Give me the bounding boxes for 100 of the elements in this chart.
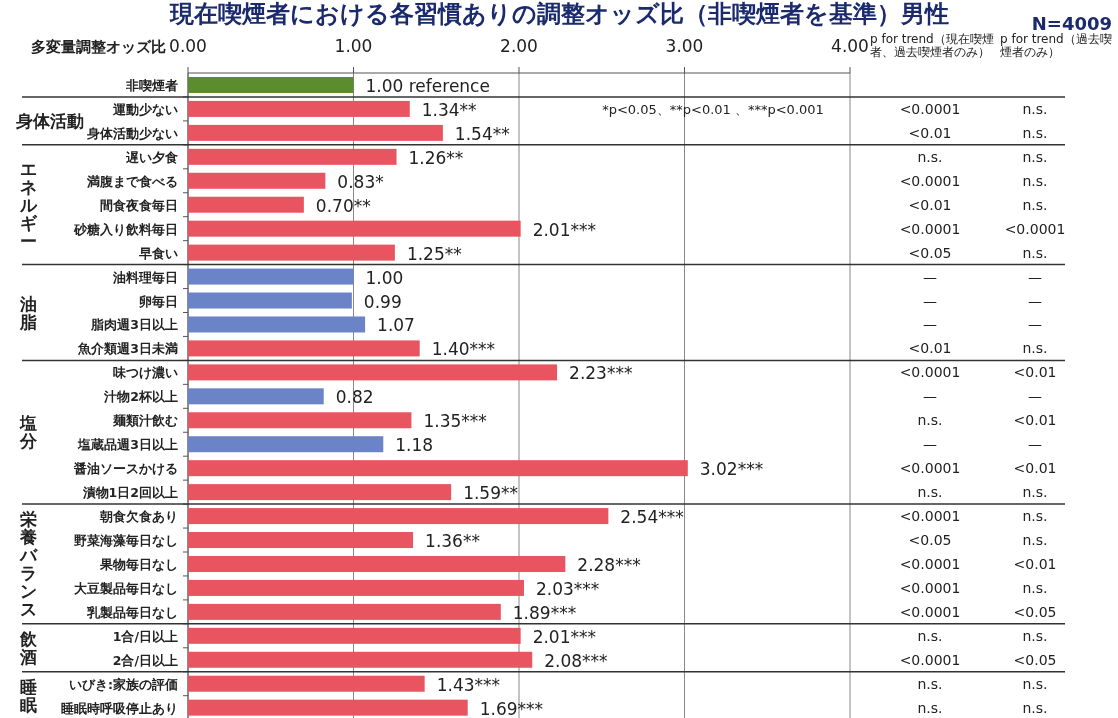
data-label: 1.40*** xyxy=(431,339,496,360)
data-label: 2.01*** xyxy=(532,626,597,647)
bar xyxy=(188,484,452,501)
text: <0.05 xyxy=(1013,651,1057,668)
bar xyxy=(188,603,501,620)
y-tick-label: 身体活動少ない xyxy=(86,125,178,141)
bar xyxy=(188,412,412,429)
bar xyxy=(188,508,609,525)
text: <0.01 xyxy=(908,124,952,141)
data-label: 0.83* xyxy=(337,171,384,192)
data-label: 0.99 xyxy=(363,291,402,312)
text: — xyxy=(923,436,937,453)
bar xyxy=(188,579,524,596)
text: n.s. xyxy=(1022,340,1048,357)
bar xyxy=(188,555,566,572)
text: n.s. xyxy=(1022,148,1048,165)
data-label: 2.23*** xyxy=(569,363,633,384)
data-label: 2.03*** xyxy=(535,578,600,599)
y-tick-label: 漬物1日2回以上 xyxy=(81,485,178,501)
y-tick-label: 朝食欠食あり xyxy=(99,509,178,525)
y-tick-label: 麺類汁飲む xyxy=(112,413,178,429)
text: <0.01 xyxy=(1013,412,1057,429)
text: <0.0001 xyxy=(899,555,961,572)
data-label: 1.36** xyxy=(425,531,480,552)
group-label: 睡眠 xyxy=(19,676,37,715)
y-tick-label: 味つけ濃い xyxy=(113,365,178,381)
y-tick-label: 卵毎日 xyxy=(138,293,178,309)
y-tick-label: 早食い xyxy=(138,245,178,261)
y-tick-label: 大豆製品毎日なし xyxy=(74,580,178,596)
y-tick-label: 砂糖入り飲料毎日 xyxy=(73,221,178,237)
y-tick-label: 脂肉週3日以上 xyxy=(90,317,178,333)
data-label: 1.25** xyxy=(406,243,462,264)
text: — xyxy=(923,292,937,309)
x-tick-label: 3.00 xyxy=(665,36,704,56)
bar xyxy=(188,651,533,668)
text: <0.01 xyxy=(1013,555,1057,572)
bar xyxy=(188,364,558,381)
text: n.s. xyxy=(1022,484,1048,501)
y-tick-label: 汁物2杯以上 xyxy=(103,389,178,405)
text: n.s. xyxy=(917,627,943,644)
text: n.s. xyxy=(1022,675,1048,692)
text: — xyxy=(1028,436,1042,453)
text: <0.0001 xyxy=(899,172,961,189)
data-label: 2.01*** xyxy=(532,219,597,240)
group-label: エネルギー xyxy=(19,158,37,251)
text: n.s. xyxy=(1022,100,1048,117)
bar xyxy=(188,100,410,117)
text: <0.05 xyxy=(908,532,952,549)
y-tick-label: 運動少ない xyxy=(112,101,178,117)
bar xyxy=(188,268,354,285)
data-label: 3.02*** xyxy=(699,459,764,480)
text: n.s. xyxy=(1022,579,1048,596)
text: <0.01 xyxy=(1013,364,1057,381)
text: — xyxy=(1028,316,1042,333)
text: <0.0001 xyxy=(899,603,961,620)
data-label: 2.28*** xyxy=(577,554,641,575)
data-label: 1.54** xyxy=(454,123,510,144)
y-tick-label: いびき:家族の評価 xyxy=(69,676,178,692)
data-label: 1.35*** xyxy=(423,411,487,432)
bar xyxy=(188,220,521,237)
text: n.s. xyxy=(1022,627,1048,644)
bar xyxy=(188,340,420,357)
data-label: 1.89*** xyxy=(512,602,577,623)
y-tick-label: 果物毎日なし xyxy=(99,556,178,572)
text: <0.05 xyxy=(1013,603,1057,620)
y-tick-label: 2合/日以上 xyxy=(112,652,178,668)
bar xyxy=(188,316,366,333)
text: N=4009 xyxy=(1031,13,1112,34)
y-tick-label: 野菜海藻毎日なし xyxy=(74,533,178,549)
text: — xyxy=(923,268,937,285)
x-tick-label: 1.00 xyxy=(334,36,373,56)
text: n.s. xyxy=(1022,196,1048,213)
data-label: 1.59** xyxy=(463,483,518,504)
y-tick-label: 1合/日以上 xyxy=(112,628,178,644)
text: <0.0001 xyxy=(899,460,961,477)
data-label: 1.69*** xyxy=(479,698,544,718)
text: <0.01 xyxy=(908,340,952,357)
data-label: 2.54*** xyxy=(620,507,684,528)
text: n.s. xyxy=(917,412,943,429)
text: n.s. xyxy=(1022,508,1048,525)
text: — xyxy=(923,316,937,333)
data-label: 0.70** xyxy=(315,195,371,216)
bar xyxy=(188,675,425,692)
text: — xyxy=(1028,292,1042,309)
text: — xyxy=(1028,268,1042,285)
y-tick-label: 満腹まで食べる xyxy=(86,173,178,189)
text: — xyxy=(923,388,937,405)
y-tick-label: 非喫煙者 xyxy=(125,77,178,93)
bar xyxy=(188,196,304,213)
text: <0.0001 xyxy=(899,579,961,596)
text: p for trend（現在喫煙者、過去喫煙者のみ） xyxy=(870,32,995,59)
text: <0.0001 xyxy=(899,364,961,381)
bar xyxy=(188,627,521,644)
y-tick-label: 間食夜食毎日 xyxy=(100,197,178,213)
text: n.s. xyxy=(917,675,943,692)
text: n.s. xyxy=(1022,124,1048,141)
y-tick-label: 油料理毎日 xyxy=(112,269,178,285)
x-tick-label: 2.00 xyxy=(500,36,538,56)
group-label: 栄養バランス xyxy=(19,508,37,619)
annotation: *p<0.05、**p<0.01 、***p<0.001 xyxy=(602,101,824,117)
